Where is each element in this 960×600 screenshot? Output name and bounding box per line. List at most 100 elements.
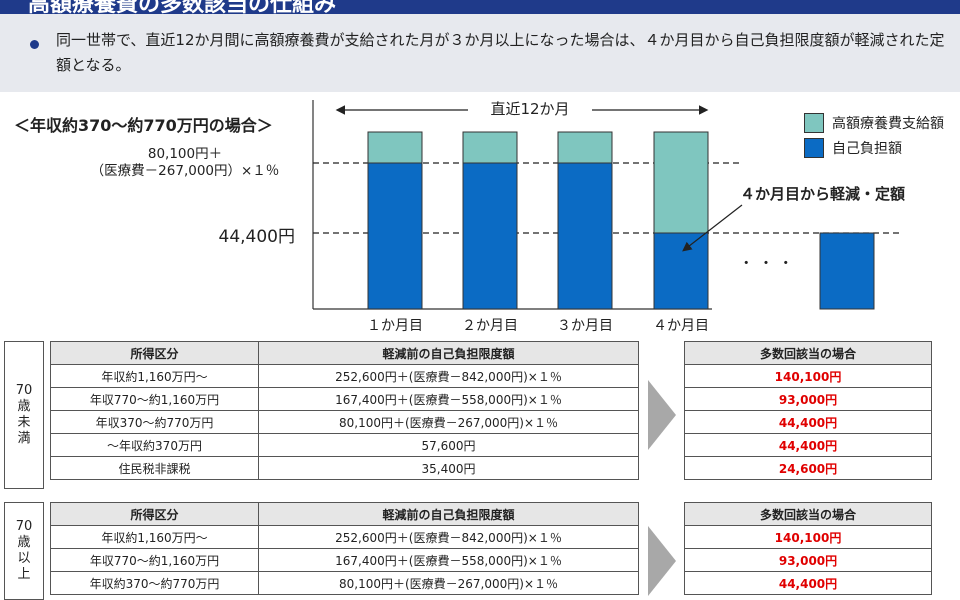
callout-arrow	[682, 204, 743, 252]
header-before: 軽減前の自己負担限度額	[258, 502, 639, 526]
month2-benefit-bar	[462, 131, 518, 164]
table-row: 44,400円	[684, 571, 932, 595]
category-cell: 住民税非課税	[50, 456, 259, 480]
month-label-3: ３か月目	[557, 318, 613, 334]
group-label-char: 満	[17, 431, 31, 446]
callout-text: ４か月目から軽減・定額	[740, 185, 906, 203]
table-row: 140,100円	[684, 525, 932, 549]
table-row: 44,400円	[684, 433, 932, 457]
month1-benefit-bar	[367, 131, 423, 164]
bullet-icon	[30, 40, 39, 49]
table-row: 年収370～約770万円 80,100円＋(医療費－267,000円)×１％	[50, 410, 639, 434]
table-header-row: 多数回該当の場合	[684, 341, 932, 365]
table-row: 140,100円	[684, 364, 932, 388]
month2-copay-bar	[462, 162, 518, 310]
table-row: 93,000円	[684, 548, 932, 572]
table-header-row: 多数回該当の場合	[684, 502, 932, 526]
table-row: 年収770～約1,160万円 167,400円＋(医療費－558,000円)×１…	[50, 548, 639, 572]
before-cell: 80,100円＋(医療費－267,000円)×１％	[258, 571, 639, 595]
category-cell: 年収約370～約770万円	[50, 571, 259, 595]
month1-copay-bar	[367, 162, 423, 310]
formula-line-1: 80,100円＋	[147, 146, 223, 162]
category-cell: 年収370～約770万円	[50, 410, 259, 434]
legend-label-benefit: 高額療養費支給額	[832, 116, 944, 132]
header-after: 多数回該当の場合	[684, 341, 932, 365]
table-row: 24,600円	[684, 456, 932, 480]
legend-swatch-benefit	[804, 113, 824, 133]
later-month-copay-bar	[819, 232, 875, 310]
over70-result-table: 多数回該当の場合 140,100円 93,000円 44,400円	[684, 502, 932, 595]
after-cell: 44,400円	[684, 433, 932, 457]
header-after: 多数回該当の場合	[684, 502, 932, 526]
category-cell: 年収770～約1,160万円	[50, 548, 259, 572]
month4-benefit-bar	[653, 131, 709, 234]
group-label-char: 70	[15, 383, 33, 398]
table-row: 年収約1,160万円～ 252,600円＋(医療費－842,000円)×１％	[50, 364, 639, 388]
header-category: 所得区分	[50, 341, 259, 365]
group-label-char: 以	[17, 551, 31, 566]
month-label-4: ４か月目	[653, 318, 709, 334]
under70-table: 所得区分 軽減前の自己負担限度額 年収約1,160万円～ 252,600円＋(医…	[50, 341, 639, 480]
illustration-graphic: ・ ・ ・	[312, 100, 900, 310]
before-cell: 167,400円＋(医療費－558,000円)×１％	[258, 548, 639, 572]
description-box: 同一世帯で、直近12か月間に高額療養費が支給された月が３か月以上になった場合は、…	[0, 14, 960, 92]
after-cell: 140,100円	[684, 364, 932, 388]
page-title: 高額療養費の多数該当の仕組み	[28, 0, 337, 14]
before-cell: 57,600円	[258, 433, 639, 457]
after-cell: 24,600円	[684, 456, 932, 480]
category-cell: 年収770～約1,160万円	[50, 387, 259, 411]
month-label-1: １か月目	[367, 318, 423, 334]
over70-table: 所得区分 軽減前の自己負担限度額 年収約1,160万円～ 252,600円＋(医…	[50, 502, 639, 595]
legend-item-benefit: 高額療養費支給額	[804, 113, 944, 133]
table-row: ～年収約370万円 57,600円	[50, 433, 639, 457]
before-cell: 167,400円＋(医療費－558,000円)×１％	[258, 387, 639, 411]
table-header-row: 所得区分 軽減前の自己負担限度額	[50, 502, 639, 526]
legend-item-copay: 自己負担額	[804, 138, 902, 158]
category-cell: 年収約1,160万円～	[50, 364, 259, 388]
group-label-under70: 70 歳 未 満	[4, 341, 44, 489]
table-row: 年収770～約1,160万円 167,400円＋(医療費－558,000円)×１…	[50, 387, 639, 411]
before-cell: 80,100円＋(医療費－267,000円)×１％	[258, 410, 639, 434]
chevron-right-icon	[648, 526, 676, 596]
after-cell: 44,400円	[684, 571, 932, 595]
chevron-right-icon	[648, 380, 676, 450]
group-label-over70: 70 歳 以 上	[4, 502, 44, 600]
legend-label-copay: 自己負担額	[832, 141, 902, 157]
title-bar: 高額療養費の多数該当の仕組み	[0, 0, 960, 14]
month4-copay-bar	[653, 232, 709, 310]
ellipsis: ・ ・ ・	[739, 254, 794, 272]
group-label-char: 未	[17, 415, 31, 430]
under70-result-table: 多数回該当の場合 140,100円 93,000円 44,400円 44,400…	[684, 341, 932, 480]
table-row: 年収約1,160万円～ 252,600円＋(医療費－842,000円)×１％	[50, 525, 639, 549]
before-cell: 35,400円	[258, 456, 639, 480]
after-cell: 93,000円	[684, 387, 932, 411]
table-row: 年収約370～約770万円 80,100円＋(医療費－267,000円)×１％	[50, 571, 639, 595]
category-cell: 年収約1,160万円～	[50, 525, 259, 549]
group-label-char: 歳	[17, 399, 31, 414]
group-label-char: 歳	[17, 535, 31, 550]
header-before: 軽減前の自己負担限度額	[258, 341, 639, 365]
group-label-char: 上	[17, 567, 31, 582]
period-label: 直近12か月	[470, 98, 590, 119]
before-cell: 252,600円＋(医療費－842,000円)×１％	[258, 364, 639, 388]
after-cell: 140,100円	[684, 525, 932, 549]
table-header-row: 所得区分 軽減前の自己負担限度額	[50, 341, 639, 365]
table-row: 44,400円	[684, 410, 932, 434]
case-title: ＜年収約370～約770万円の場合＞	[14, 116, 273, 135]
formula-label: 80,100円＋ （医療費－267,000円）×１％	[60, 146, 310, 180]
month3-copay-bar	[557, 162, 613, 310]
group-label-char: 70	[15, 519, 33, 534]
table-row: 住民税非課税 35,400円	[50, 456, 639, 480]
level-label: 44,400円	[218, 227, 295, 247]
before-cell: 252,600円＋(医療費－842,000円)×１％	[258, 525, 639, 549]
month3-benefit-bar	[557, 131, 613, 164]
description-text: 同一世帯で、直近12か月間に高額療養費が支給された月が３か月以上になった場合は、…	[56, 31, 945, 74]
legend-swatch-copay	[804, 138, 824, 158]
after-cell: 44,400円	[684, 410, 932, 434]
formula-line-2: （医療費－267,000円）×１％	[90, 163, 280, 179]
table-row: 93,000円	[684, 387, 932, 411]
month-label-2: ２か月目	[462, 318, 518, 334]
after-cell: 93,000円	[684, 548, 932, 572]
header-category: 所得区分	[50, 502, 259, 526]
category-cell: ～年収約370万円	[50, 433, 259, 457]
